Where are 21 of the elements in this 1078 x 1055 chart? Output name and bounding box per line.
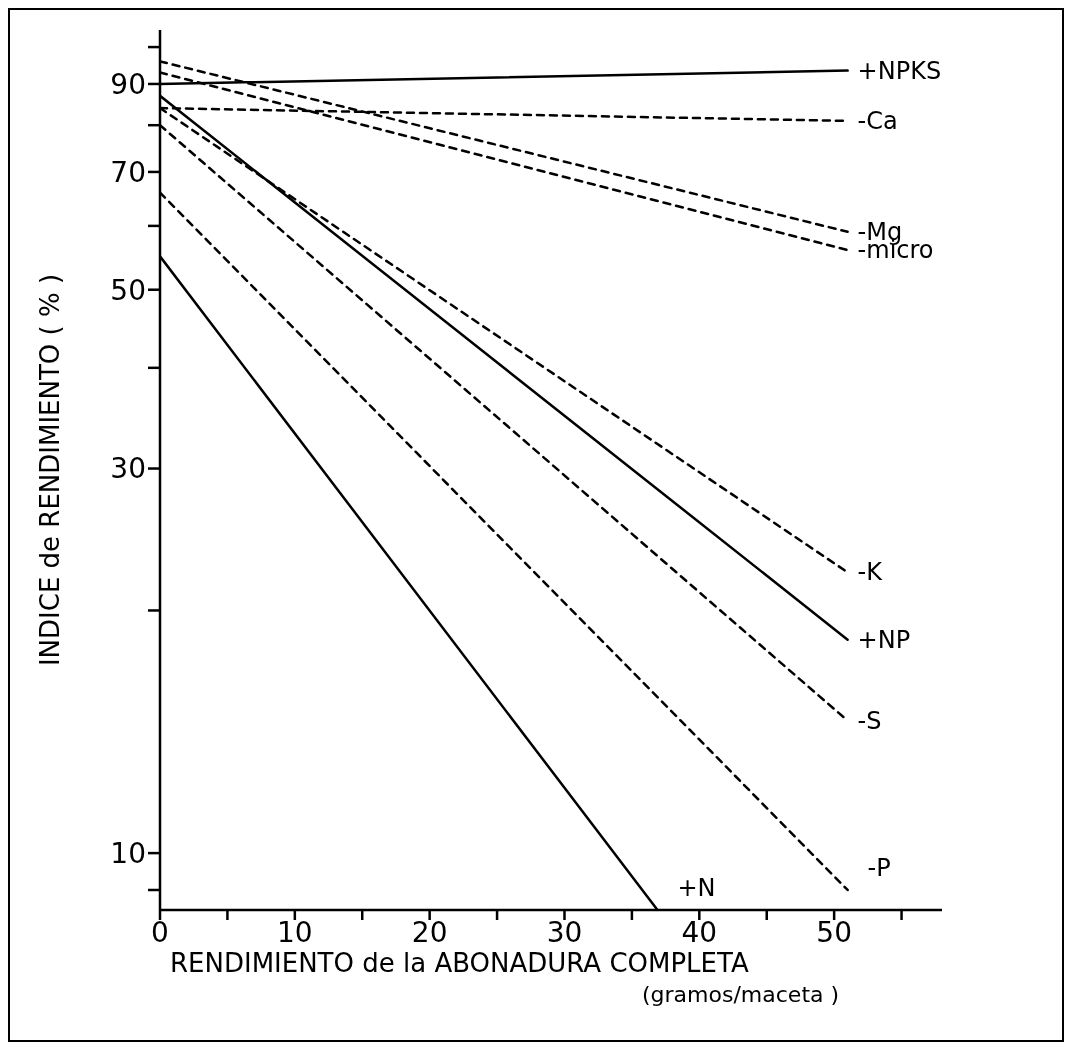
series-label: +NPKS [857, 56, 942, 85]
y-tick-label: 10 [110, 837, 146, 871]
y-tick-label: 90 [110, 67, 146, 101]
y-tick-label: 70 [110, 155, 146, 189]
series-label: -K [857, 558, 884, 587]
series-label: -S [857, 706, 882, 735]
y-axis-title: INDICE de RENDIMIENTO ( % ) [35, 273, 66, 667]
series-label: -Ca [857, 106, 898, 135]
x-tick-label: 30 [546, 915, 583, 949]
text: (gramos/maceta ) [642, 982, 840, 1007]
y-tick-label: 50 [110, 273, 146, 307]
x-tick-label: 10 [277, 915, 313, 949]
series-label: +N [677, 874, 716, 902]
x-tick-label: 20 [411, 915, 448, 949]
x-axis-title: RENDIMIENTO de la ABONADURA COMPLETA [170, 948, 749, 978]
x-tick-label: 40 [681, 915, 718, 949]
series-label: -P [867, 853, 891, 882]
series-label: +NP [857, 625, 911, 654]
x-tick-label: 50 [816, 915, 852, 949]
x-tick-label: 0 [151, 915, 169, 949]
y-tick-label: 30 [110, 452, 146, 486]
